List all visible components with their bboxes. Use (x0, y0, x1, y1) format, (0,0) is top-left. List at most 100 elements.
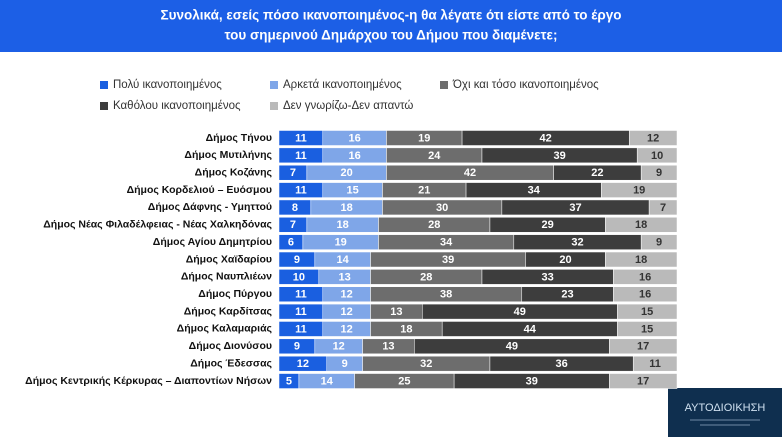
value-label: 42 (464, 167, 476, 179)
value-label: 38 (440, 289, 452, 301)
value-label: 11 (295, 132, 307, 144)
value-label: 22 (591, 167, 603, 179)
value-label: 30 (436, 202, 448, 214)
bar-segment (648, 199, 678, 216)
category-label: Δήμος Καλαμαριάς (177, 323, 273, 335)
value-label: 28 (420, 271, 432, 283)
category-label: Δήμος Ναυπλιέων (181, 271, 272, 283)
value-label: 9 (294, 341, 300, 353)
bar-segment (636, 147, 678, 164)
category-label: Δήμος Διονύσου (189, 340, 272, 352)
value-label: 18 (635, 219, 647, 231)
value-label: 44 (524, 323, 537, 335)
value-label: 16 (348, 132, 360, 144)
value-label: 10 (293, 271, 305, 283)
logo-box (668, 388, 782, 437)
category-label: Δήμος Τήνου (206, 132, 272, 144)
value-label: 16 (639, 289, 651, 301)
logo-text: ΑΥΤΟΔΙΟΙΚΗΣΗ (685, 402, 766, 414)
value-label: 37 (569, 202, 581, 214)
value-label: 17 (637, 341, 649, 353)
value-label: 39 (526, 375, 538, 387)
legend-swatch (270, 102, 278, 110)
value-label: 25 (398, 375, 410, 387)
bar-segment (605, 251, 678, 268)
value-label: 12 (341, 289, 353, 301)
value-label: 7 (660, 202, 666, 214)
value-label: 15 (641, 306, 653, 318)
bar-segment (632, 355, 678, 372)
value-label: 11 (649, 358, 661, 370)
category-label: Δήμος Χαϊδαρίου (186, 253, 272, 265)
legend-swatch (100, 102, 108, 110)
value-label: 7 (290, 219, 296, 231)
value-label: 17 (637, 375, 649, 387)
value-label: 14 (337, 254, 350, 266)
value-label: 15 (347, 184, 359, 196)
value-label: 18 (635, 254, 647, 266)
value-label: 20 (341, 167, 353, 179)
category-label: Δήμος Νέας Φιλαδέλφειας - Νέας Χαλκηδόνα… (43, 219, 272, 231)
bar-segment (640, 164, 678, 181)
value-label: 12 (647, 132, 659, 144)
bar-segment (609, 373, 678, 389)
value-label: 6 (288, 237, 294, 249)
value-label: 11 (295, 289, 307, 301)
value-label: 10 (651, 150, 663, 162)
chart-title: του σημερινού Δημάρχου του Δήμου που δια… (225, 28, 558, 43)
bar-segment (605, 217, 678, 233)
value-label: 16 (639, 271, 651, 283)
category-label: Δήμος Έδεσσας (190, 357, 272, 369)
value-label: 9 (342, 358, 348, 370)
value-label: 8 (292, 202, 298, 214)
value-label: 19 (335, 237, 347, 249)
category-label: Δήμος Καρδίτσας (184, 305, 273, 317)
value-label: 11 (295, 306, 307, 318)
legend-label: Πολύ ικανοποιημένος (113, 79, 222, 91)
bar-segment (640, 234, 678, 250)
value-label: 42 (540, 132, 552, 144)
value-label: 12 (341, 323, 353, 335)
value-label: 19 (633, 184, 645, 196)
bar-segment (601, 182, 678, 198)
value-label: 36 (555, 358, 567, 370)
bar-segment (628, 130, 678, 146)
value-label: 5 (286, 375, 292, 387)
value-label: 12 (297, 358, 309, 370)
category-label: Δήμος Μυτιλήνης (184, 149, 272, 161)
legend-label: Δεν γνωρίζω-Δεν απαντώ (283, 100, 413, 112)
value-label: 16 (348, 150, 360, 162)
bar-segment (617, 321, 678, 337)
value-label: 20 (559, 254, 571, 266)
title-banner (0, 0, 782, 52)
value-label: 9 (656, 237, 662, 249)
value-label: 11 (295, 323, 307, 335)
category-label: Δήμος Κεντρικής Κέρκυρας – Διαποντίων Νή… (25, 375, 272, 387)
value-label: 34 (440, 237, 453, 249)
bar-segment (617, 303, 678, 320)
value-label: 11 (295, 184, 307, 196)
value-label: 21 (418, 184, 430, 196)
category-label: Δήμος Δάφνης - Υμηττού (148, 201, 272, 213)
value-label: 12 (341, 306, 353, 318)
value-label: 18 (400, 323, 412, 335)
value-label: 24 (428, 150, 441, 162)
value-label: 18 (337, 219, 349, 231)
value-label: 49 (506, 341, 518, 353)
legend-swatch (270, 81, 278, 89)
legend-label: Όχι και τόσο ικανοποιημένος (452, 79, 599, 91)
value-label: 49 (514, 306, 526, 318)
value-label: 33 (542, 271, 554, 283)
value-label: 39 (553, 150, 565, 162)
value-label: 39 (442, 254, 454, 266)
chart-title: Συνολικά, εσείς πόσο ικανοποιημένος-η θα… (161, 8, 622, 23)
value-label: 13 (390, 306, 402, 318)
legend-swatch (100, 81, 108, 89)
value-label: 11 (295, 150, 307, 162)
value-label: 14 (321, 375, 334, 387)
category-label: Δήμος Κορδελιού – Ευόσμου (127, 184, 272, 196)
category-label: Δήμος Κοζάνης (195, 167, 273, 179)
value-label: 15 (641, 323, 653, 335)
value-label: 28 (428, 219, 440, 231)
